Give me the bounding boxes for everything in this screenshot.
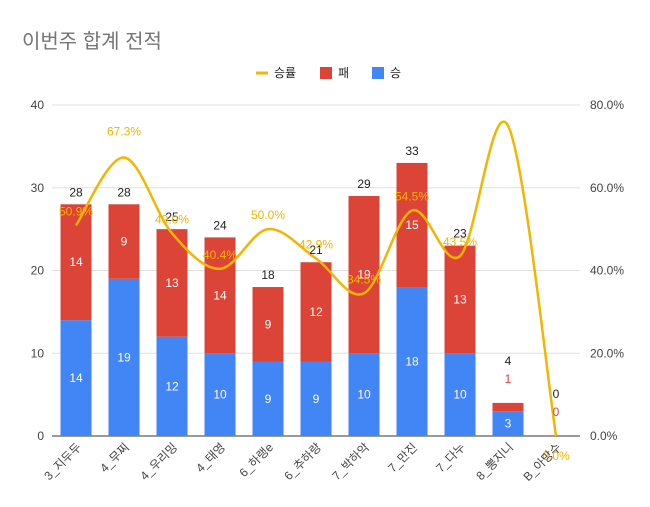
bar-loss-label: 15 xyxy=(405,218,419,232)
bar-win xyxy=(108,278,140,436)
bar-loss-label: 0 xyxy=(553,405,560,419)
bar-total-label: 33 xyxy=(405,144,419,158)
bar-win-label: 9 xyxy=(265,392,272,406)
bar-loss-label: 14 xyxy=(213,288,227,302)
x-tick-label: 7_다누 xyxy=(433,440,468,475)
winrate-label: 0.0% xyxy=(542,449,570,463)
winrate-label: 42.9% xyxy=(299,238,333,252)
bar-win-label: 19 xyxy=(117,350,131,364)
chart-title: 이번주 합계 전적 xyxy=(22,31,162,53)
bar-loss xyxy=(300,262,332,362)
y-tick-left: 40 xyxy=(31,98,45,112)
bar-win-label: 9 xyxy=(313,392,320,406)
winrate-label: 50.0% xyxy=(251,208,285,222)
bar-win-label: 18 xyxy=(405,355,419,369)
bar-win xyxy=(300,361,332,436)
bar-loss xyxy=(108,204,140,279)
bar-win-label: 3 xyxy=(505,417,512,431)
x-tick-label: 4_태영 xyxy=(193,440,228,475)
bar-loss-label: 12 xyxy=(309,305,323,319)
bar-total-label: 28 xyxy=(117,185,131,199)
bar-win xyxy=(396,287,428,436)
bar-total-label: 4 xyxy=(505,354,512,368)
bar-loss xyxy=(348,196,380,354)
y-tick-right: 80.0% xyxy=(590,98,624,112)
y-tick-left: 0 xyxy=(37,429,44,443)
x-tick-label: 4_우리밍 xyxy=(137,440,180,483)
legend-swatch xyxy=(320,67,332,79)
bar-loss-label: 13 xyxy=(165,276,179,290)
y-tick-left: 10 xyxy=(31,346,45,360)
winrate-label: 50.9% xyxy=(59,204,93,218)
x-tick-label: 6_하랭e xyxy=(236,440,276,480)
bar-loss xyxy=(492,402,524,412)
bar-total-label: 28 xyxy=(69,185,83,199)
y-tick-left: 20 xyxy=(31,264,45,278)
y-tick-right: 20.0% xyxy=(590,346,624,360)
bar-loss xyxy=(396,162,428,288)
x-tick-label: 8_뽕지니 xyxy=(473,440,516,483)
bar-total-label: 23 xyxy=(453,227,467,241)
x-tick-label: 7_만진 xyxy=(385,440,420,475)
x-tick-label: 3_지두두 xyxy=(41,440,84,483)
winrate-label: 54.5% xyxy=(395,190,429,204)
bar-win xyxy=(444,353,476,436)
bar-loss-label: 1 xyxy=(505,372,512,386)
bar-total-label: 0 xyxy=(553,387,560,401)
bar-win xyxy=(204,353,236,436)
bar-total-label: 24 xyxy=(213,218,227,232)
legend-label: 승 xyxy=(390,66,401,80)
winrate-label: 67.3% xyxy=(107,125,141,139)
x-tick-label: 6_추하랑 xyxy=(281,440,324,483)
x-tick-label: 7_박하악 xyxy=(329,440,372,483)
bar-loss-label: 19 xyxy=(357,268,371,282)
bar-win-label: 10 xyxy=(357,388,371,402)
y-tick-right: 60.0% xyxy=(590,181,624,195)
bar-loss xyxy=(156,229,188,337)
bar-loss xyxy=(444,245,476,354)
bar-loss xyxy=(204,237,236,354)
bar-win-label: 10 xyxy=(453,388,467,402)
bar-loss-label: 14 xyxy=(69,255,83,269)
y-tick-right: 0.0% xyxy=(590,429,618,443)
bar-loss-label: 9 xyxy=(265,317,272,331)
winrate-line xyxy=(74,120,558,437)
bar-win xyxy=(348,353,380,436)
bar-loss-label: 13 xyxy=(453,292,467,306)
bar-win xyxy=(60,320,92,436)
bar-total-label: 29 xyxy=(357,177,371,191)
bar-total-label: 21 xyxy=(309,243,323,257)
bar-win-label: 10 xyxy=(213,388,227,402)
bar-total-label: 25 xyxy=(165,210,179,224)
winrate-label: 40.4% xyxy=(203,248,237,262)
bar-loss xyxy=(252,287,284,362)
winrate-label: 49.0% xyxy=(155,212,189,226)
bar-win xyxy=(492,411,524,436)
bar-win xyxy=(156,336,188,436)
winrate-label: 34.5% xyxy=(347,272,381,286)
legend-label: 패 xyxy=(338,66,349,80)
bar-total-label: 18 xyxy=(261,268,275,282)
winrate-label: 43.5% xyxy=(443,235,477,249)
bar-win-label: 14 xyxy=(69,371,83,385)
legend-label: 승률 xyxy=(274,66,296,80)
bar-win xyxy=(252,361,284,436)
bar-loss-label: 9 xyxy=(121,235,128,249)
y-tick-right: 40.0% xyxy=(590,264,624,278)
x-tick-label: 4_무찌 xyxy=(97,440,132,475)
legend-swatch xyxy=(372,67,384,79)
y-tick-left: 30 xyxy=(31,181,45,195)
bar-win-label: 12 xyxy=(165,379,179,393)
